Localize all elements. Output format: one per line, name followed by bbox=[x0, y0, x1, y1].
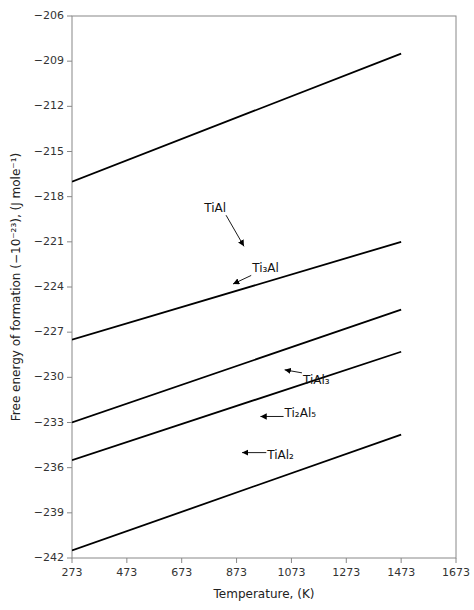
y-tick bbox=[67, 16, 72, 17]
plot-frame bbox=[72, 16, 456, 558]
x-tick-label: 1673 bbox=[442, 566, 470, 579]
lines bbox=[72, 54, 401, 551]
y-tick bbox=[67, 151, 72, 152]
x-tick-label: 1473 bbox=[387, 566, 415, 579]
annotation-arrow bbox=[226, 215, 244, 246]
line bbox=[72, 352, 401, 460]
y-tick bbox=[67, 196, 72, 197]
y-tick-label: −227 bbox=[34, 325, 64, 338]
y-tick bbox=[67, 422, 72, 423]
y-tick-label: −206 bbox=[34, 9, 64, 22]
x-tick bbox=[346, 558, 347, 563]
x-tick bbox=[291, 558, 292, 563]
annotation-arrow bbox=[285, 370, 302, 373]
y-tick-label: −212 bbox=[34, 99, 64, 112]
y-tick-label: −242 bbox=[34, 551, 64, 564]
y-tick bbox=[67, 512, 72, 513]
x-tick bbox=[181, 558, 182, 563]
line bbox=[72, 435, 401, 551]
y-tick-label: −239 bbox=[34, 506, 64, 519]
annotation: Ti₂Al₅ bbox=[284, 406, 317, 420]
y-tick-label: −218 bbox=[34, 190, 64, 203]
annotation: TiAl₃ bbox=[302, 373, 330, 387]
y-tick-label: −230 bbox=[34, 370, 64, 383]
y-tick bbox=[67, 287, 72, 288]
x-tick bbox=[126, 558, 127, 563]
y-tick bbox=[67, 467, 72, 468]
x-tick-label: 273 bbox=[62, 566, 83, 579]
y-tick bbox=[67, 377, 72, 378]
y-tick-label: −233 bbox=[34, 416, 64, 429]
y-axis-label: Free energy of formation (−10⁻²³), (J mo… bbox=[9, 153, 23, 421]
y-tick-label: −209 bbox=[34, 54, 64, 67]
x-tick-label: 1273 bbox=[332, 566, 360, 579]
x-axis-label: Temperature, (K) bbox=[213, 587, 315, 601]
annotation-arrow bbox=[242, 452, 266, 453]
y-tick-label: −221 bbox=[34, 235, 64, 248]
y-tick bbox=[67, 241, 72, 242]
y-tick-label: −224 bbox=[34, 280, 64, 293]
y-tick bbox=[67, 106, 72, 107]
x-tick-label: 873 bbox=[226, 566, 247, 579]
annotation: TiAl bbox=[203, 201, 226, 215]
x-tick bbox=[236, 558, 237, 563]
x-tick-label: 473 bbox=[116, 566, 137, 579]
line bbox=[72, 54, 401, 182]
line bbox=[72, 242, 401, 340]
y-tick bbox=[67, 61, 72, 62]
annotation: Ti₃Al bbox=[251, 261, 279, 275]
y-tick-label: −215 bbox=[34, 145, 64, 158]
x-tick bbox=[72, 558, 73, 563]
x-tick bbox=[456, 558, 457, 563]
annotation-arrow bbox=[233, 275, 251, 284]
x-tick-label: 1073 bbox=[277, 566, 305, 579]
annotation-arrow bbox=[260, 416, 283, 417]
x-tick bbox=[401, 558, 402, 563]
annotation: TiAl₂ bbox=[266, 448, 294, 462]
y-tick-label: −236 bbox=[34, 461, 64, 474]
chart: −206 −209 −212 −215 −218 −221 −224 −227 −230 −233… bbox=[0, 0, 474, 610]
y-tick bbox=[67, 558, 72, 559]
x-tick-label: 673 bbox=[171, 566, 192, 579]
y-tick bbox=[67, 332, 72, 333]
